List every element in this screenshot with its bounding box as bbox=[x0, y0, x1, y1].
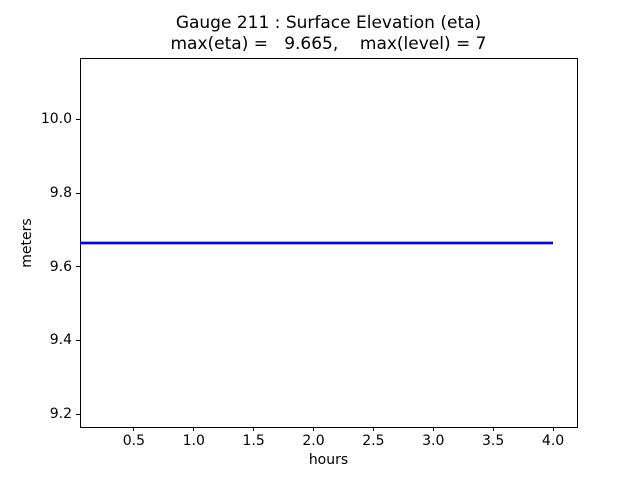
x-tick-label: 3.0 bbox=[422, 433, 445, 449]
x-tick-label: 3.5 bbox=[482, 433, 505, 449]
y-tick-label: 9.8 bbox=[49, 185, 72, 201]
x-tick-mark bbox=[193, 427, 195, 431]
y-tick-mark bbox=[76, 266, 80, 268]
y-tick-mark bbox=[76, 413, 80, 415]
x-tick-label: 2.0 bbox=[302, 433, 325, 449]
x-tick-mark bbox=[133, 427, 135, 431]
x-tick-mark bbox=[372, 427, 374, 431]
x-tick-mark bbox=[552, 427, 554, 431]
chart-title-line1: Gauge 211 : Surface Elevation (eta) bbox=[175, 13, 482, 33]
y-tick-label: 10.0 bbox=[40, 111, 72, 128]
x-tick-label: 1.5 bbox=[242, 433, 265, 449]
y-tick-mark bbox=[76, 118, 80, 120]
chart-title-line2: max(eta) = 9.665, max(level) = 7 bbox=[170, 34, 487, 54]
y-tick-mark bbox=[76, 339, 80, 341]
y-tick-label: 9.4 bbox=[49, 332, 72, 349]
x-tick-mark bbox=[253, 427, 255, 431]
x-axis-label: hours bbox=[308, 452, 349, 468]
x-tick-mark bbox=[313, 427, 315, 431]
x-tick-label: 4.0 bbox=[541, 433, 565, 449]
x-tick-label: 0.5 bbox=[122, 433, 146, 449]
x-tick-label: 1.0 bbox=[182, 433, 205, 449]
x-tick-label: 2.5 bbox=[362, 433, 385, 449]
chart-title: Gauge 211 : Surface Elevation (eta) max(… bbox=[80, 13, 577, 55]
surface-elevation-eta-line bbox=[80, 241, 554, 244]
y-tick-label: 9.6 bbox=[49, 258, 72, 275]
y-tick-label: 9.2 bbox=[49, 406, 72, 423]
y-tick-mark bbox=[76, 192, 80, 194]
x-tick-mark bbox=[492, 427, 494, 431]
x-tick-mark bbox=[432, 427, 434, 431]
